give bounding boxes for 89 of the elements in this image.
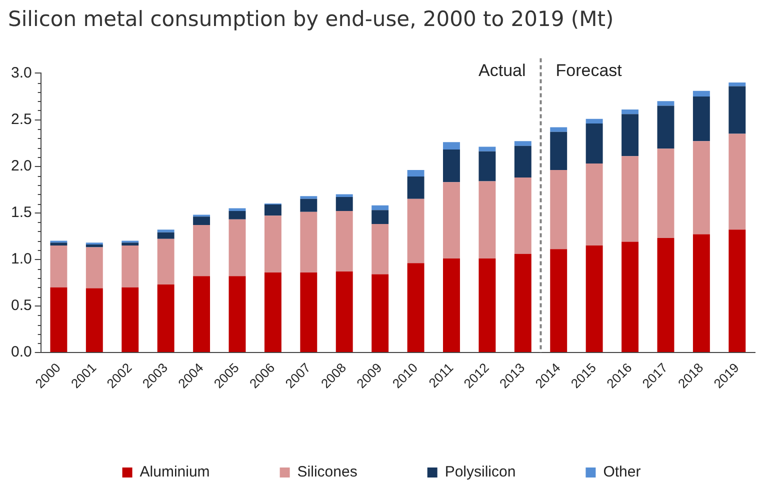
bar <box>122 287 139 352</box>
bar <box>692 90 710 96</box>
bar <box>372 210 389 224</box>
bar <box>50 245 68 288</box>
y-tick-label: 0.0 <box>10 344 32 361</box>
bar <box>586 118 603 124</box>
bar <box>157 238 174 285</box>
bar <box>264 204 282 216</box>
bar <box>692 141 710 234</box>
bar <box>372 274 389 352</box>
bar <box>478 258 496 352</box>
bar <box>157 232 174 239</box>
bar <box>228 211 246 220</box>
bar <box>372 205 389 210</box>
bar <box>193 216 210 225</box>
bar <box>407 198 424 264</box>
bar <box>264 216 282 272</box>
bar <box>193 224 210 276</box>
bar <box>443 150 460 182</box>
bar <box>300 272 318 352</box>
legend-label: Silicones <box>297 464 358 481</box>
bar <box>86 244 103 248</box>
bar <box>300 198 318 212</box>
bar <box>657 238 674 352</box>
bar <box>336 211 353 272</box>
bar <box>622 114 639 156</box>
chart-title: Silicon metal consumption by end-use, 2000 to 2019 (Mt) <box>8 7 614 32</box>
bar <box>336 272 353 352</box>
bar <box>478 146 496 152</box>
bar <box>550 170 568 250</box>
bar <box>122 242 139 246</box>
y-tick-label: 0.5 <box>10 297 32 314</box>
bar <box>657 148 674 238</box>
bar <box>622 242 639 352</box>
y-tick-label: 3.0 <box>10 64 32 82</box>
bar <box>228 276 246 352</box>
annotation: Forecast <box>556 60 622 80</box>
bar <box>622 156 639 242</box>
bar <box>157 284 174 352</box>
bar <box>443 142 460 150</box>
bar <box>443 258 460 352</box>
bar <box>657 106 674 149</box>
bar <box>657 101 674 106</box>
bar <box>586 245 603 352</box>
legend-label: Other <box>603 464 641 481</box>
bar <box>622 110 639 114</box>
bar <box>372 224 389 274</box>
bar <box>478 181 496 258</box>
bar <box>728 230 746 352</box>
bar <box>300 196 318 199</box>
bar <box>514 177 532 254</box>
legend-label: Polysilicon <box>444 464 516 481</box>
bar <box>407 176 424 199</box>
y-tick-label: 1.5 <box>10 204 32 221</box>
bar <box>514 254 532 352</box>
bar <box>550 132 568 170</box>
bar <box>550 249 568 352</box>
bar <box>86 288 103 352</box>
bar <box>157 230 174 232</box>
bar <box>692 96 710 142</box>
y-tick-label: 2.0 <box>10 157 32 174</box>
bar <box>443 182 460 258</box>
bar <box>728 86 746 134</box>
y-tick-label: 2.5 <box>10 110 32 128</box>
bar <box>407 170 424 177</box>
y-tick-label: 1.0 <box>10 250 32 268</box>
bar <box>728 134 746 230</box>
bar <box>264 272 282 352</box>
bar <box>728 82 746 86</box>
bar <box>407 263 424 352</box>
bar <box>514 146 532 178</box>
bar <box>478 151 496 182</box>
bar <box>122 245 139 288</box>
bar <box>228 208 246 211</box>
bar <box>586 164 603 246</box>
bar <box>336 194 353 198</box>
bar <box>514 141 532 146</box>
bar <box>86 247 103 288</box>
annotation: Actual <box>478 60 526 80</box>
bar <box>550 127 568 132</box>
bar <box>193 276 210 352</box>
bar <box>300 212 318 272</box>
bar <box>50 242 68 246</box>
bar <box>336 197 353 211</box>
bar <box>50 287 68 352</box>
legend-label: Aluminium <box>140 464 210 481</box>
bar <box>228 219 246 276</box>
bar <box>692 234 710 352</box>
bar <box>586 123 603 164</box>
